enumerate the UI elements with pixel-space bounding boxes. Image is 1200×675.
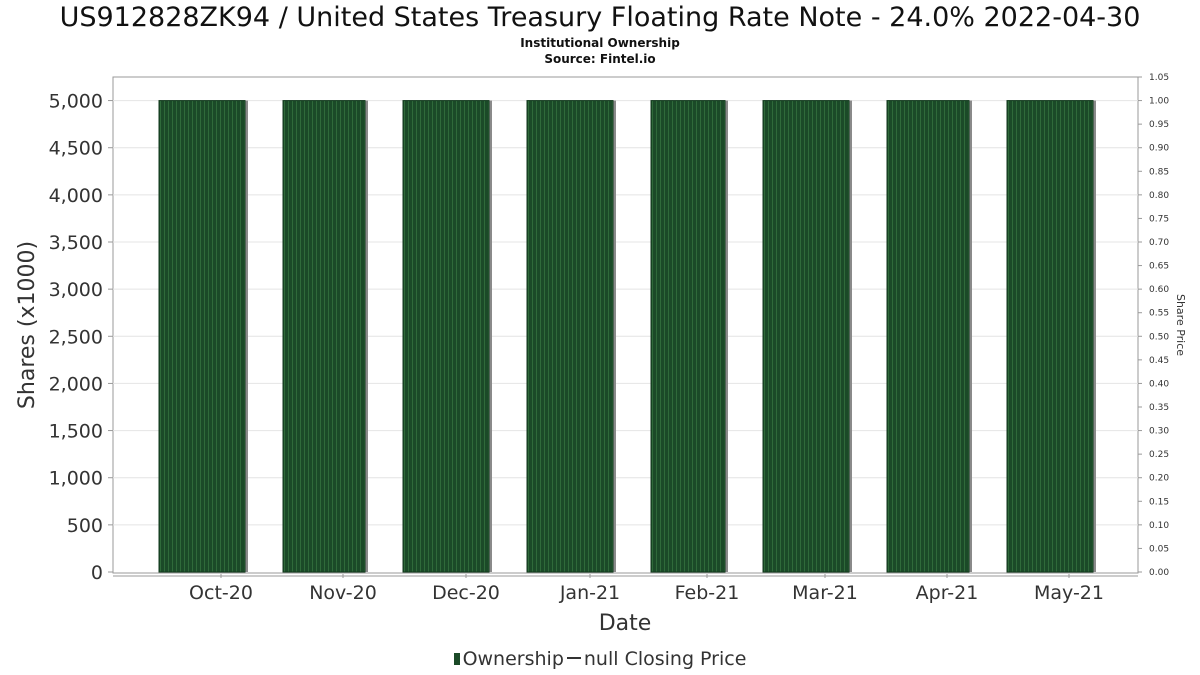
y-tick-label: 4,500 [49,138,103,160]
y2-axis-label: Share Price [1174,294,1187,356]
y2-tick-label: 0.35 [1149,403,1169,413]
y2-tick-label: 0.80 [1149,191,1169,201]
y2-tick-label: 0.50 [1149,332,1169,342]
y2-tick-label: 0.15 [1149,497,1169,507]
x-tick-label: Nov-20 [309,582,377,604]
ownership-bar [762,100,850,573]
y2-tick-label: 1.00 [1149,97,1169,107]
y2-tick-label: 0.70 [1149,238,1169,248]
y-tick-label: 2,000 [49,373,103,395]
plot-area [112,76,1139,574]
y-axis-label: Shares (x1000) [15,241,40,409]
y2-tick-label: 0.00 [1149,568,1169,578]
chart-source: Source: Fintel.io [544,52,656,66]
y-tick-label: 0 [91,562,103,584]
x-tick-label: Dec-20 [432,582,500,604]
y2-tick-label: 0.05 [1149,544,1169,554]
x-tick-label: Jan-21 [559,582,620,604]
legend: Ownership null Closing Price [0,648,1200,670]
x-tick-label: May-21 [1034,582,1104,604]
price-legend-line [566,657,581,659]
y2-tick-label: 0.95 [1149,120,1169,130]
y2-tick-label: 0.55 [1149,309,1169,319]
ownership-bar [650,100,726,573]
y-tick-label: 1,000 [49,468,103,490]
y2-tick-label: 0.30 [1149,427,1169,437]
x-tick-label: Apr-21 [916,582,979,604]
y2-tick-label: 1.05 [1149,73,1169,83]
y2-tick-label: 0.75 [1149,214,1169,224]
ownership-bar [282,100,366,573]
y2-tick-label: 0.20 [1149,474,1169,484]
chart-title: US912828ZK94 / United States Treasury Fl… [59,2,1141,33]
x-tick-label: Mar-21 [792,582,858,604]
x-tick-label: Feb-21 [675,582,740,604]
y2-tick-label: 0.85 [1149,167,1169,177]
ownership-legend-swatch [453,653,460,665]
y-tick-label: 3,500 [49,232,103,254]
y-tick-label: 1,500 [49,421,103,443]
ownership-bar [1006,100,1094,573]
ownership-bar [402,100,490,573]
y-tick-label: 500 [67,515,103,537]
y2-tick-label: 0.60 [1149,285,1169,295]
ownership-bar [526,100,614,573]
y-tick-label: 2,500 [49,326,103,348]
price-legend-label: null Closing Price [583,648,747,670]
ownership-bar [158,100,246,573]
x-tick-label: Oct-20 [189,582,253,604]
ownership-legend-label: Ownership [462,648,564,670]
x-axis-label: Date [599,611,652,636]
y2-tick-label: 0.90 [1149,144,1169,154]
y2-tick-label: 0.45 [1149,356,1169,366]
y2-tick-label: 0.25 [1149,450,1169,460]
y2-tick-label: 0.65 [1149,262,1169,272]
y-tick-label: 3,000 [49,279,103,301]
y2-tick-label: 0.10 [1149,521,1169,531]
ownership-bar [886,100,970,573]
chart-subtitle: Institutional Ownership [520,36,680,50]
y-tick-label: 5,000 [49,91,103,113]
y-tick-label: 4,000 [49,185,103,207]
y2-tick-label: 0.40 [1149,379,1169,389]
